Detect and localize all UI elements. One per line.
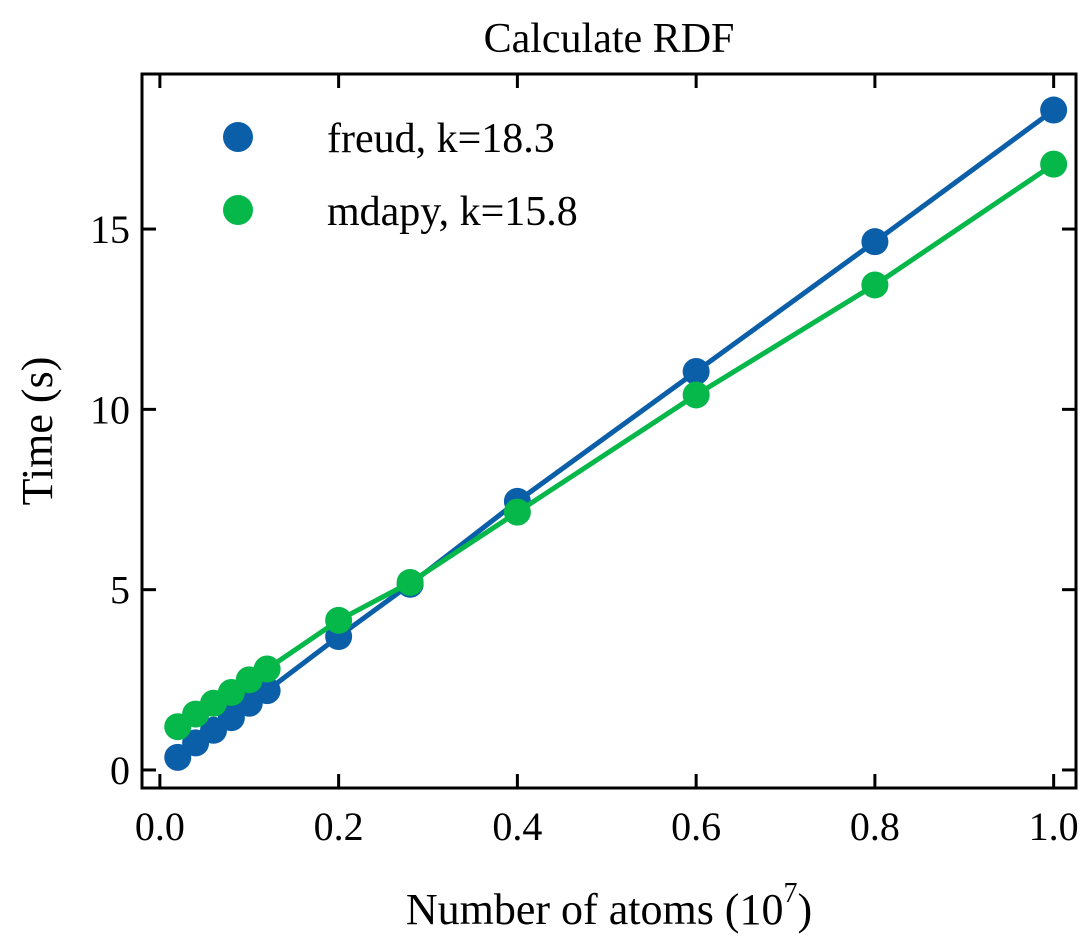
plot-area: 0.0 0.2 0.4 0.6 0.8 1.0 0 5 10 15 <box>90 72 1079 849</box>
series-1-point <box>861 228 889 256</box>
series-2-point <box>682 381 710 409</box>
x-axis-title: Number of atoms (107) <box>406 878 812 934</box>
series-1-point <box>217 704 245 732</box>
series-2-point <box>503 498 531 526</box>
y-tick-label: 0 <box>110 748 130 793</box>
y-tick-label: 15 <box>90 207 130 252</box>
x-tick-label: 0.8 <box>850 804 900 849</box>
x-tick-label: 0.4 <box>492 804 542 849</box>
legend-marker-1 <box>223 122 253 152</box>
series-2-point <box>396 568 424 596</box>
series-2-point <box>325 606 353 634</box>
y-axis-title: Time (s) <box>13 357 62 506</box>
chart-title: Calculate RDF <box>484 16 735 62</box>
series-1-point <box>164 743 192 771</box>
series-1-point <box>1040 96 1068 124</box>
x-axis-title-suffix: ) <box>797 885 812 934</box>
x-tick-label: 0.2 <box>314 804 364 849</box>
series-2-point <box>861 271 889 299</box>
x-tick-label: 1.0 <box>1029 804 1079 849</box>
y-tick-label: 5 <box>110 568 130 613</box>
series-line-1 <box>176 108 1056 760</box>
axes-frame <box>140 72 1078 790</box>
y-tick-label: 10 <box>90 387 130 432</box>
series-line-2 <box>176 162 1056 729</box>
legend-label-2: mdapy, k=15.8 <box>327 189 578 235</box>
x-axis-title-superscript: 7 <box>783 878 797 909</box>
series-1-point <box>682 358 710 385</box>
x-axis-title-main: Number of atoms (10 <box>406 885 784 934</box>
series-2-point <box>1040 150 1068 178</box>
x-tick-label: 0.6 <box>671 804 721 849</box>
legend: freud, k=18.3 mdapy, k=15.8 <box>223 116 578 235</box>
x-tick-label: 0.0 <box>135 804 185 849</box>
series-2-point <box>253 655 281 683</box>
legend-label-1: freud, k=18.3 <box>327 116 555 162</box>
legend-marker-2 <box>223 195 253 225</box>
